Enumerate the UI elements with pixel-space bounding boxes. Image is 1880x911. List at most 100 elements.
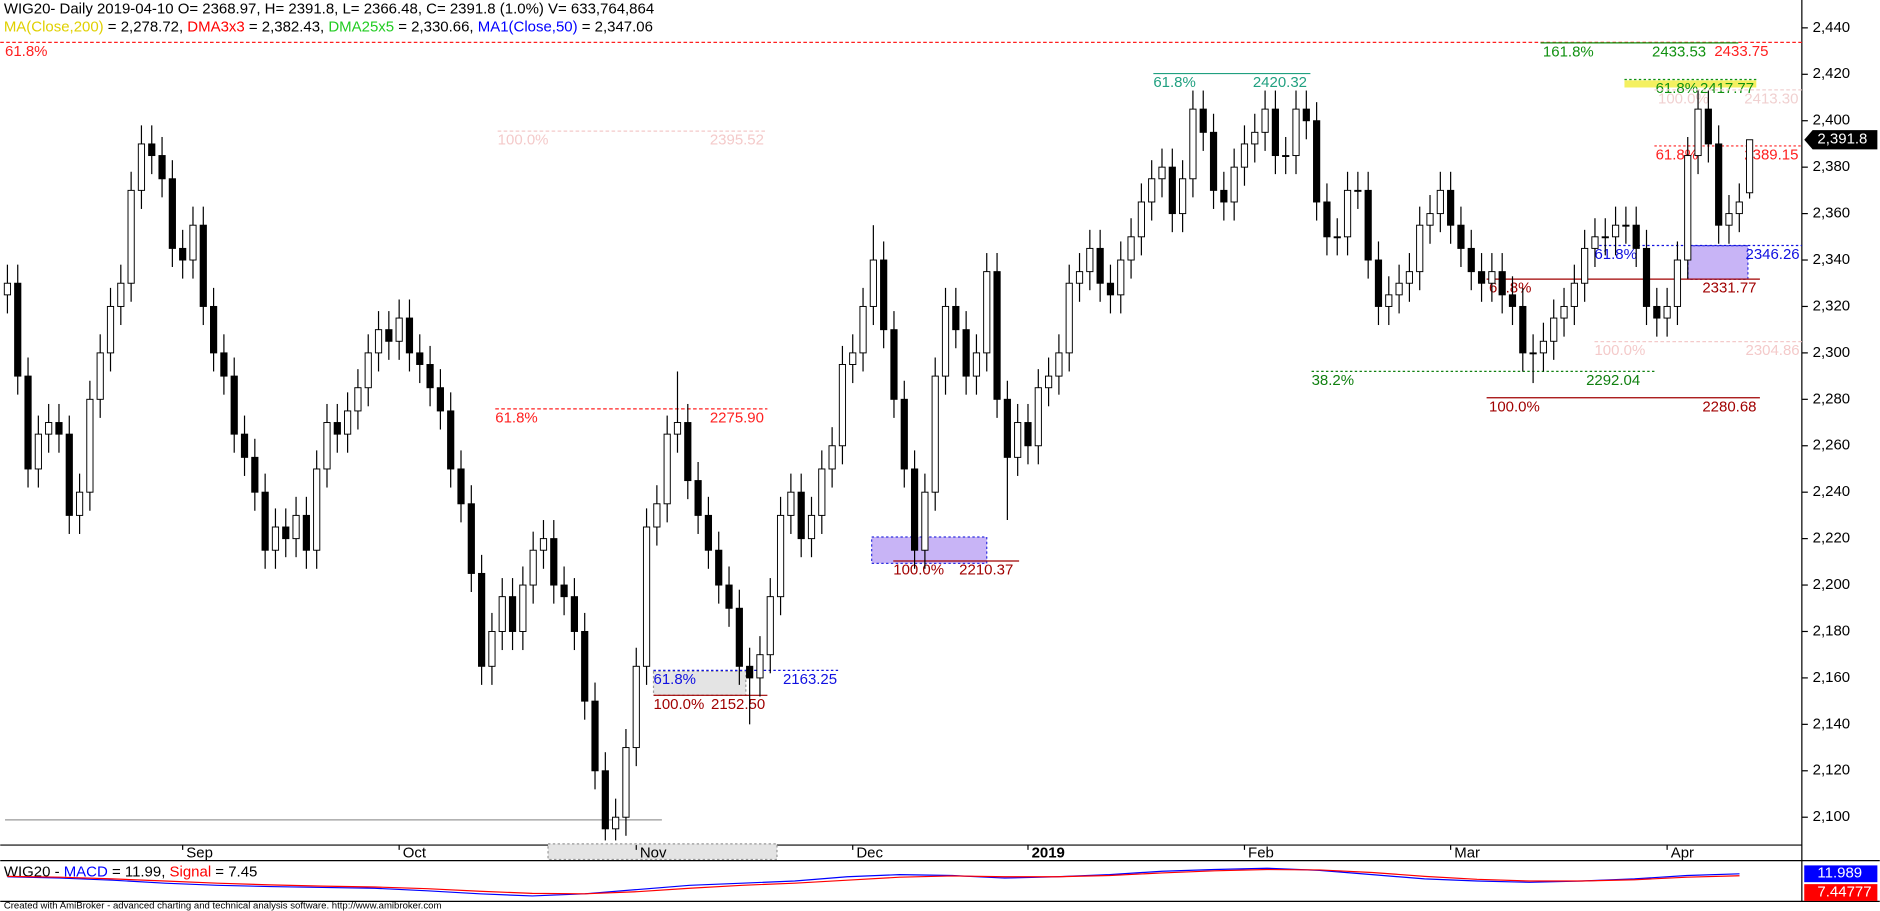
candle-body <box>1343 189 1352 238</box>
candle-body <box>1086 247 1094 273</box>
candle-body <box>1745 139 1754 194</box>
candle-body <box>725 584 733 609</box>
candle-body <box>374 329 383 354</box>
fib-pct: 100.0% <box>893 562 944 579</box>
y-tick-label: 2,280 <box>1813 390 1850 407</box>
zone-box <box>1624 80 1757 88</box>
candle-body <box>1199 108 1207 133</box>
candle-body <box>148 143 156 157</box>
candle-body <box>962 329 970 377</box>
candle-body <box>467 503 475 574</box>
candle-body <box>1570 282 1578 307</box>
x-tick-label: Feb <box>1248 844 1274 861</box>
candle-body <box>983 271 991 354</box>
y-tick-label: 2,200 <box>1813 576 1850 593</box>
candle-body <box>756 654 764 679</box>
candle-body <box>1075 271 1084 284</box>
candle-body <box>220 352 228 377</box>
candle-body <box>1539 340 1548 354</box>
macd-line <box>7 868 1740 895</box>
candle-body <box>302 514 310 551</box>
candle-body <box>1632 224 1640 249</box>
candle-body <box>684 422 692 482</box>
candle-body <box>385 329 393 342</box>
candle-body <box>240 433 249 458</box>
candle-body <box>1374 259 1383 307</box>
candle-body <box>952 305 960 331</box>
candle-body <box>34 433 42 470</box>
candle-body <box>1127 236 1135 261</box>
candle-body <box>1292 108 1300 157</box>
fib-price: 2210.37 <box>959 562 1013 579</box>
y-tick-label: 2,260 <box>1813 437 1850 454</box>
fib-pct: 61.8% <box>5 43 47 60</box>
candle-body <box>1508 294 1517 307</box>
candle-body <box>1550 317 1558 342</box>
candle-body <box>1447 189 1455 226</box>
candle-body <box>880 259 888 331</box>
candle-body <box>179 247 187 261</box>
candle-body <box>45 422 53 435</box>
y-tick-label: 2,320 <box>1813 297 1850 314</box>
y-tick-label: 2,360 <box>1813 205 1850 222</box>
candle-body <box>663 433 671 505</box>
candle-body <box>591 700 599 772</box>
fib-pct: 38.2% <box>1312 372 1354 389</box>
candle-body <box>694 480 702 516</box>
price-tag <box>1804 130 1878 150</box>
candle-body <box>292 514 300 540</box>
candle-body <box>1179 178 1187 215</box>
candle-body <box>1416 224 1424 273</box>
candle-body <box>1436 189 1444 215</box>
fib-price: 2420.32 <box>1253 74 1307 91</box>
indicator-legend: MA(Close,200) = 2,278.72, DMA3x3 = 2,382… <box>4 19 653 36</box>
candle-body <box>75 491 84 516</box>
candle-body <box>519 584 527 632</box>
candle-body <box>1611 224 1620 238</box>
candle-body <box>210 305 218 354</box>
candle-body <box>673 422 682 435</box>
indicator-readout: = 2,330.66, <box>394 19 478 36</box>
x-tick-label: Sep <box>186 844 213 861</box>
candle-body <box>735 607 743 667</box>
macd-line <box>7 867 1740 897</box>
candle-body <box>3 282 12 296</box>
candle-body <box>86 398 94 493</box>
candle-body <box>1096 247 1104 284</box>
indicator-readout: = 2,278.72, <box>104 19 188 36</box>
series-readout: = 7.45 <box>211 864 257 881</box>
candle-body <box>1519 305 1527 354</box>
x-tick-label: Mar <box>1454 844 1480 861</box>
candle-body <box>498 596 506 632</box>
candle-body <box>1148 178 1156 203</box>
candle-body <box>993 271 1001 400</box>
y-tick-label: 2,100 <box>1813 808 1850 825</box>
candle-body <box>1385 294 1393 307</box>
candle-body <box>818 468 826 516</box>
candle-body <box>1220 189 1228 203</box>
candle-body <box>715 549 723 586</box>
candle-body <box>869 259 877 307</box>
zone-box <box>652 670 747 696</box>
candle-body <box>405 317 414 354</box>
candle-body <box>1560 305 1568 319</box>
candle-body <box>364 352 372 389</box>
fib-price: 2417.77 <box>1700 80 1754 97</box>
candle-body <box>1591 236 1599 249</box>
y-tick-label: 2,120 <box>1813 762 1850 779</box>
candle-body <box>550 538 558 586</box>
candle-body <box>838 364 847 447</box>
candle-body <box>1354 189 1362 192</box>
candle-body <box>1426 213 1434 226</box>
candle-body <box>1601 236 1609 239</box>
y-tick-label: 2,440 <box>1813 19 1850 36</box>
candle-body <box>1333 236 1341 239</box>
series-readout: = 11.99, <box>108 864 170 881</box>
candle-body <box>426 364 434 389</box>
fib-price: 2395.52 <box>710 132 764 149</box>
fib-price: 2163.25 <box>783 671 837 688</box>
candle-body <box>1014 422 1022 458</box>
candle-body <box>601 770 609 830</box>
x-tick-label: Nov <box>640 844 667 861</box>
candle-body <box>1209 131 1218 191</box>
